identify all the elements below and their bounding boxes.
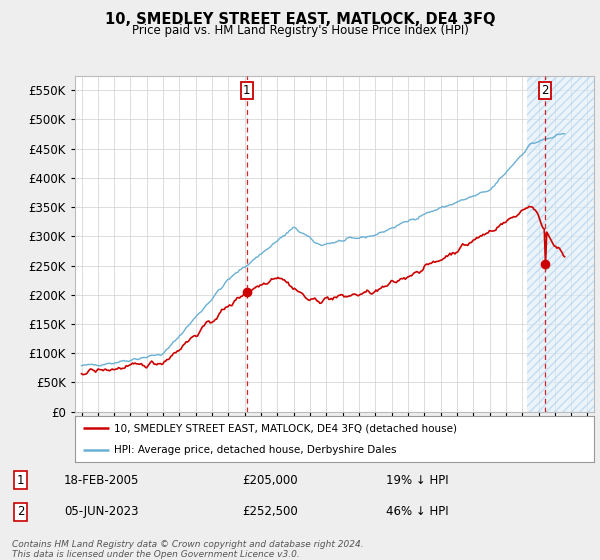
Text: HPI: Average price, detached house, Derbyshire Dales: HPI: Average price, detached house, Derb…: [114, 445, 397, 455]
Text: Price paid vs. HM Land Registry's House Price Index (HPI): Price paid vs. HM Land Registry's House …: [131, 24, 469, 37]
Text: £252,500: £252,500: [242, 505, 298, 518]
Text: £205,000: £205,000: [242, 474, 298, 487]
Text: 19% ↓ HPI: 19% ↓ HPI: [386, 474, 449, 487]
Text: 2: 2: [542, 83, 549, 97]
Text: This data is licensed under the Open Government Licence v3.0.: This data is licensed under the Open Gov…: [12, 550, 300, 559]
Text: 1: 1: [243, 83, 250, 97]
Text: 1: 1: [17, 474, 25, 487]
Text: 10, SMEDLEY STREET EAST, MATLOCK, DE4 3FQ (detached house): 10, SMEDLEY STREET EAST, MATLOCK, DE4 3F…: [114, 423, 457, 433]
Text: Contains HM Land Registry data © Crown copyright and database right 2024.: Contains HM Land Registry data © Crown c…: [12, 540, 364, 549]
Text: 10, SMEDLEY STREET EAST, MATLOCK, DE4 3FQ: 10, SMEDLEY STREET EAST, MATLOCK, DE4 3F…: [105, 12, 495, 27]
Text: 18-FEB-2005: 18-FEB-2005: [64, 474, 139, 487]
Text: 2: 2: [17, 505, 25, 518]
Text: 05-JUN-2023: 05-JUN-2023: [64, 505, 139, 518]
Text: 46% ↓ HPI: 46% ↓ HPI: [386, 505, 449, 518]
Polygon shape: [527, 76, 594, 412]
